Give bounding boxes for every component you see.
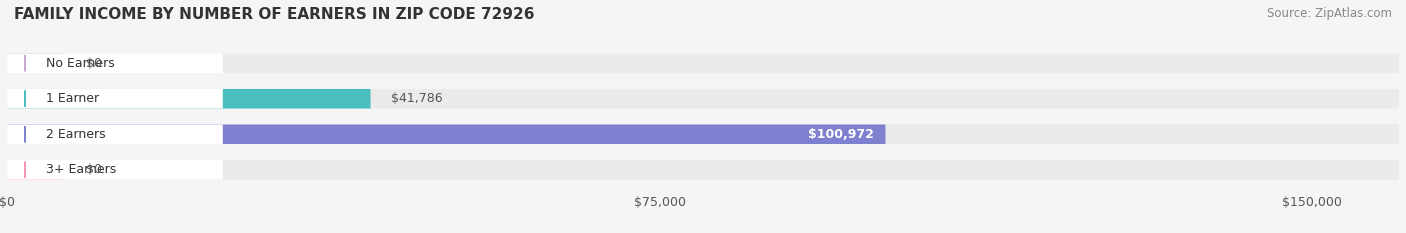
FancyBboxPatch shape xyxy=(7,54,222,73)
FancyBboxPatch shape xyxy=(7,89,371,109)
FancyBboxPatch shape xyxy=(7,54,1399,73)
FancyBboxPatch shape xyxy=(7,160,1399,179)
Text: $41,786: $41,786 xyxy=(391,92,443,105)
Text: 3+ Earners: 3+ Earners xyxy=(46,163,117,176)
FancyBboxPatch shape xyxy=(7,124,222,144)
FancyBboxPatch shape xyxy=(7,160,63,179)
Text: 2 Earners: 2 Earners xyxy=(46,128,105,141)
FancyBboxPatch shape xyxy=(7,160,222,179)
FancyBboxPatch shape xyxy=(7,89,222,109)
Text: $100,972: $100,972 xyxy=(808,128,875,141)
FancyBboxPatch shape xyxy=(7,54,63,73)
Text: FAMILY INCOME BY NUMBER OF EARNERS IN ZIP CODE 72926: FAMILY INCOME BY NUMBER OF EARNERS IN ZI… xyxy=(14,7,534,22)
FancyBboxPatch shape xyxy=(7,89,1399,109)
FancyBboxPatch shape xyxy=(7,124,886,144)
Text: $0: $0 xyxy=(86,163,103,176)
Text: $0: $0 xyxy=(86,57,103,70)
Text: No Earners: No Earners xyxy=(46,57,115,70)
Text: Source: ZipAtlas.com: Source: ZipAtlas.com xyxy=(1267,7,1392,20)
FancyBboxPatch shape xyxy=(7,124,1399,144)
Text: 1 Earner: 1 Earner xyxy=(46,92,100,105)
